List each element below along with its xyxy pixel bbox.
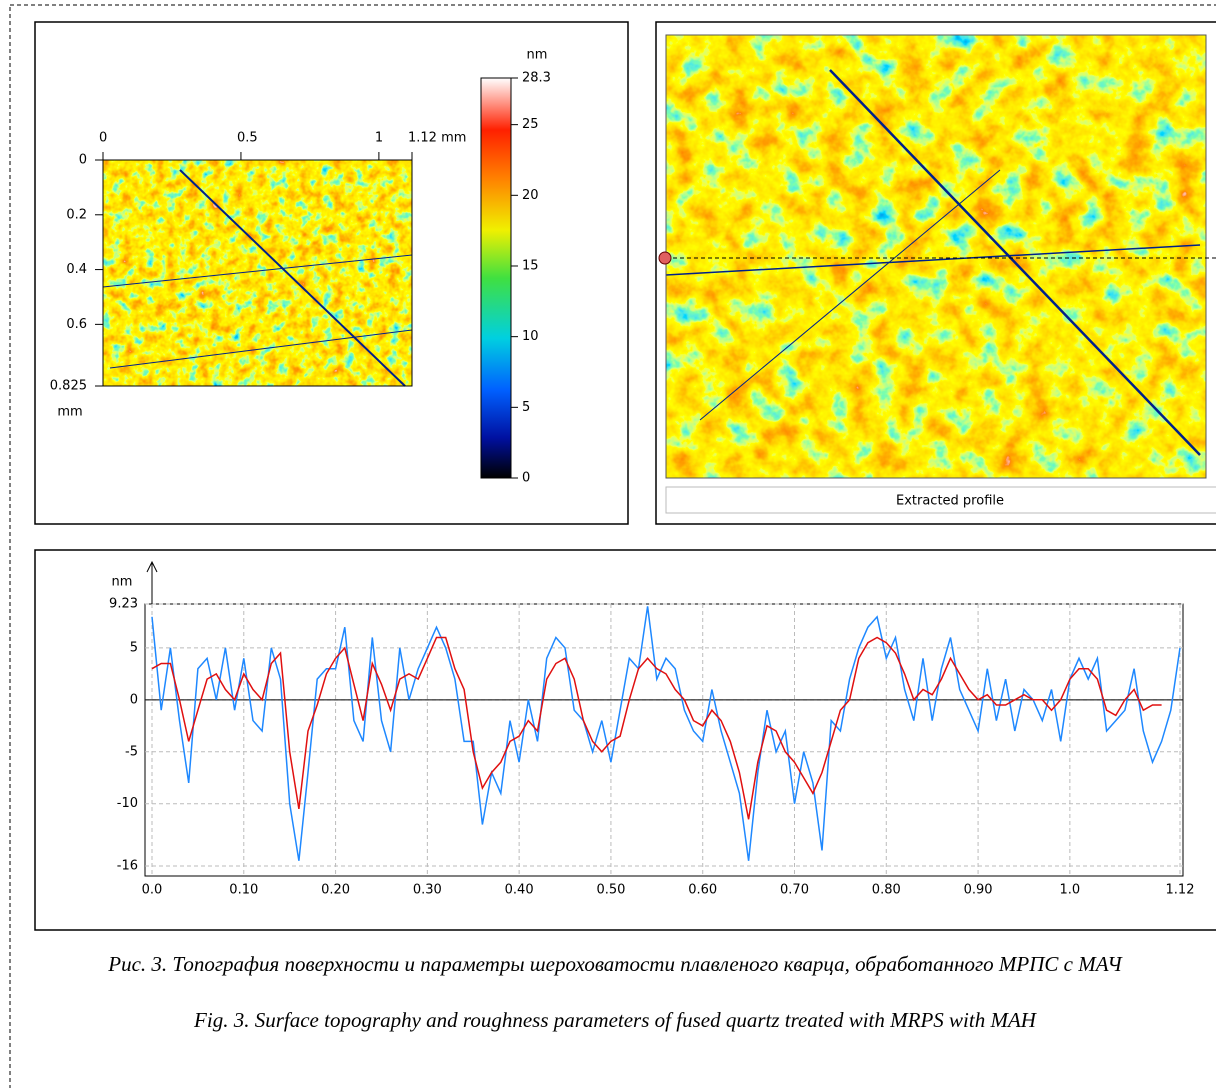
- colorbar-tick-label: 28.3: [522, 71, 551, 86]
- x-tick-label: 1: [375, 131, 383, 146]
- y-tick-label: 0: [79, 153, 87, 168]
- y-axis-label: nm: [112, 575, 133, 590]
- colorbar-tick-label: 10: [522, 329, 539, 344]
- profile-line: [151, 606, 1181, 861]
- x-tick-label: 1.0: [1060, 883, 1081, 898]
- extract-button[interactable]: [665, 486, 1216, 514]
- panel: [34, 549, 1216, 931]
- y-axis-label: mm: [57, 405, 82, 420]
- x-tick-label: 0.30: [413, 883, 442, 898]
- y-tick-label: -10: [117, 796, 138, 811]
- figure-border: [9, 4, 1216, 1088]
- x-tick-label: 0.90: [964, 883, 993, 898]
- scratches: [102, 169, 413, 387]
- profile-line: [151, 636, 1162, 820]
- y-tick-label: 0.825: [50, 379, 87, 394]
- x-tick-label: 0.80: [872, 883, 901, 898]
- y-tick-label: 0: [130, 692, 138, 707]
- x-tick-label: 0.40: [505, 883, 534, 898]
- arrow-head: [146, 560, 158, 573]
- caption-en: Fig. 3. Surface topography and roughness…: [194, 1008, 1036, 1032]
- colorbar-tick-label: 15: [522, 258, 539, 273]
- caption-ru: Рис. 3. Топография поверхности и парамет…: [108, 952, 1122, 976]
- x-tick-label: 0.20: [321, 883, 350, 898]
- topography-map: [103, 160, 412, 386]
- x-tick-label: 1.12 mm: [408, 131, 466, 146]
- scratches: [665, 69, 1201, 456]
- button-label: Extracted profile: [896, 494, 1004, 509]
- x-tick-label: 1.12: [1166, 883, 1195, 898]
- y-tick-label: 5: [130, 640, 138, 655]
- x-tick-label: 0.10: [229, 883, 258, 898]
- x-tick-label: 0.0: [142, 883, 163, 898]
- x-tick-label: 0.60: [688, 883, 717, 898]
- x-tick-label: 0.70: [780, 883, 809, 898]
- colorbar-tick-label: 5: [522, 400, 530, 415]
- colorbar-label: nm: [527, 48, 548, 63]
- y-tick-label: -5: [125, 744, 138, 759]
- x-tick-label: 0: [99, 131, 107, 146]
- map-frame: [102, 159, 413, 387]
- zoomed-map: [666, 35, 1206, 478]
- y-tick-label: 0.4: [66, 262, 87, 277]
- x-tick-label: 0.50: [596, 883, 625, 898]
- y-tick-label: 9.23: [109, 597, 138, 612]
- x-tick-label: 0.5: [237, 131, 258, 146]
- y-tick-label: -16: [117, 859, 138, 874]
- profile-handle[interactable]: [658, 251, 672, 265]
- y-tick-label: 0.6: [66, 317, 87, 332]
- y-tick-label: 0.2: [66, 207, 87, 222]
- colorbar-tick-label: 20: [522, 188, 539, 203]
- colorbar-tick-label: 0: [522, 471, 530, 486]
- colorbar: [480, 77, 512, 479]
- colorbar-tick-label: 25: [522, 117, 539, 132]
